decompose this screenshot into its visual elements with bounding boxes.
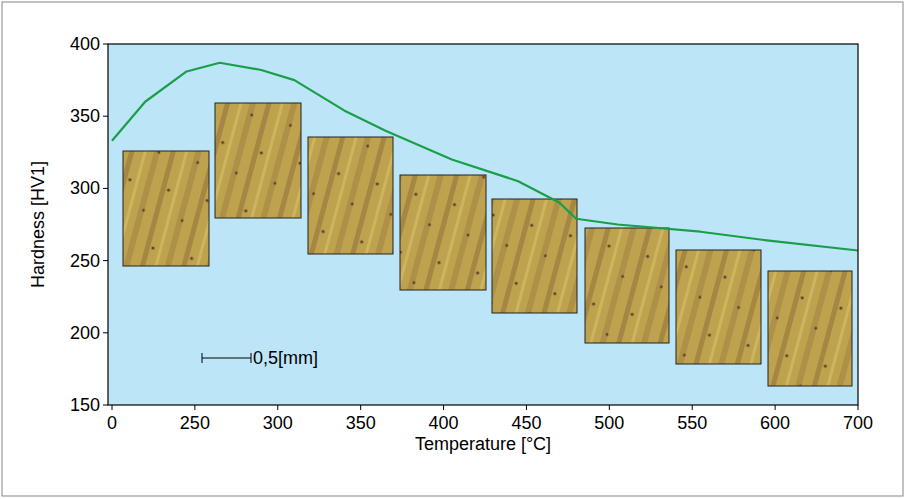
data-group (112, 63, 858, 251)
x-tick (194, 405, 195, 410)
x-tick-label: 600 (760, 413, 790, 433)
x-tick-label: 300 (263, 413, 293, 433)
y-tick (103, 260, 108, 261)
micrograph (308, 137, 393, 254)
y-tick (103, 405, 108, 406)
y-axis-title: Hardness [HV1] (28, 161, 48, 288)
y-tick-label: 400 (70, 34, 100, 54)
x-tick (360, 405, 361, 410)
y-tick-label: 350 (70, 106, 100, 126)
x-tick (526, 405, 527, 410)
micrograph (768, 271, 852, 386)
x-tick-label: 350 (346, 413, 376, 433)
micrograph (676, 250, 761, 364)
x-axis-title: Temperature [°C] (415, 434, 551, 454)
y-tick-label: 150 (70, 395, 100, 415)
micrograph (400, 175, 486, 290)
x-tick (692, 405, 693, 410)
micrograph (123, 151, 209, 266)
plot-frame (108, 44, 858, 405)
y-tick-label: 250 (70, 251, 100, 271)
x-tick-label: 700 (843, 413, 873, 433)
x-tick-label: 250 (180, 413, 210, 433)
x-tick (443, 405, 444, 410)
x-tick-label: 0 (107, 413, 117, 433)
x-tick-label: 500 (594, 413, 624, 433)
hardness-line (112, 63, 858, 251)
x-tick (609, 405, 610, 410)
micrograph (585, 228, 669, 343)
scale-bar-end (251, 353, 252, 363)
x-tick (775, 405, 776, 410)
scale-bar-end (202, 353, 203, 363)
x-tick (277, 405, 278, 410)
plot-background (108, 44, 858, 405)
y-tick-label: 300 (70, 178, 100, 198)
x-tick-label: 400 (429, 413, 459, 433)
micrograph (215, 103, 301, 218)
x-tick-label: 450 (511, 413, 541, 433)
chart: 150 200 250 300 350 400 0 250 300 350 400 450 500 550… (0, 0, 906, 499)
x-tick (858, 405, 859, 410)
y-tick (103, 116, 108, 117)
outer-frame (2, 2, 903, 496)
scale-bar (202, 358, 251, 359)
y-tick (103, 188, 108, 189)
micrograph (492, 199, 577, 313)
x-tick (112, 405, 113, 410)
scale-bar-label: 0,5[mm] (253, 348, 318, 368)
y-tick (103, 332, 108, 333)
x-tick-label: 550 (677, 413, 707, 433)
y-tick (103, 44, 108, 45)
y-tick-label: 200 (70, 323, 100, 343)
